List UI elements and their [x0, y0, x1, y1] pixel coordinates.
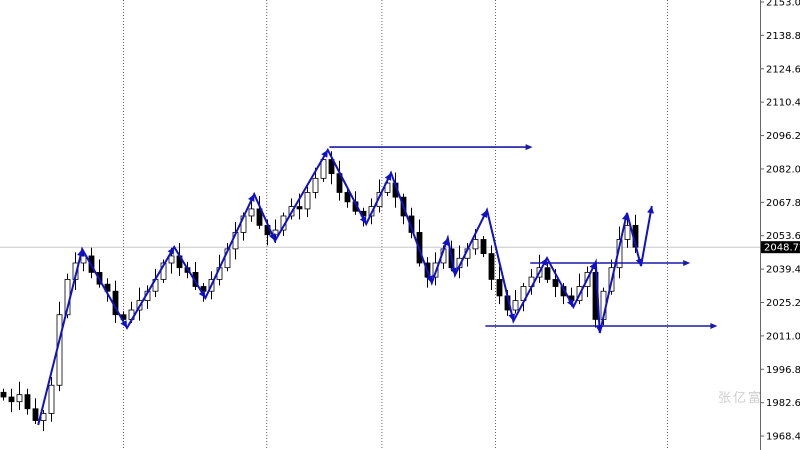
bear-candle	[496, 279, 503, 297]
y-tick-label: 2011.00	[766, 331, 800, 342]
bull-candle	[312, 177, 319, 193]
arrow-head-icon	[525, 144, 533, 151]
y-tick-label: 2039.40	[766, 265, 800, 276]
arrow-head-icon	[622, 212, 629, 221]
bull-candle	[384, 182, 391, 193]
current-price-badge	[761, 241, 800, 254]
arrow-head-icon	[442, 238, 449, 246]
arrow-head-icon	[595, 325, 603, 334]
bull-candle	[624, 224, 631, 240]
arrow-head-icon	[450, 267, 458, 275]
y-tick-label: 2138.80	[766, 31, 800, 42]
arrow-head-icon	[647, 206, 655, 214]
bull-candle	[272, 229, 279, 236]
y-tick-label: 2153.00	[766, 0, 800, 9]
level-lines	[329, 144, 718, 330]
arrow-head-icon	[120, 320, 127, 328]
bull-candle	[48, 384, 55, 414]
y-tick-label: 2110.40	[766, 98, 800, 109]
y-tick-label: 1982.60	[766, 398, 800, 409]
bull-candle	[80, 255, 87, 264]
arrow-head-icon	[77, 249, 84, 257]
arrow-head-icon	[167, 247, 175, 255]
y-tick-label: 2124.60	[766, 64, 800, 75]
zigzag	[37, 147, 655, 426]
y-tick-label: 1996.80	[766, 365, 800, 376]
y-tick-label: 2082.00	[766, 164, 800, 175]
price-axis: 2153.00 2138.80 2124.60 2110.40 2096.20 2082.…	[760, 0, 800, 443]
arrow-head-icon	[566, 299, 574, 307]
watermark: 张亿富	[718, 390, 763, 406]
arrow-head-icon	[480, 210, 488, 218]
arrow-head-icon	[540, 258, 547, 266]
arrow-head-icon	[268, 233, 276, 241]
candles	[0, 151, 639, 432]
bull-candle	[320, 159, 327, 179]
bear-candle	[488, 253, 495, 280]
bull-candle	[512, 300, 519, 311]
bear-candle	[24, 394, 31, 410]
arrow-head-icon	[426, 275, 433, 283]
y-tick-label: 2096.20	[766, 131, 800, 142]
bull-candle	[472, 239, 479, 250]
zigzag-line	[37, 147, 653, 426]
arrow-head-icon	[321, 149, 328, 158]
bear-candle	[544, 267, 551, 280]
y-tick-label: 1968.40	[766, 432, 800, 443]
arrow-head-icon	[198, 290, 206, 299]
arrow-head-icon	[635, 258, 643, 267]
bear-candle	[552, 279, 559, 287]
arrow-head-icon	[710, 323, 718, 330]
arrow-head-icon	[589, 262, 596, 270]
arrow-head-icon	[508, 313, 516, 322]
y-tick-label: 2067.80	[766, 198, 800, 209]
arrow-head-icon	[683, 259, 691, 266]
y-tick-label: 2025.20	[766, 298, 800, 309]
grid-lines	[123, 0, 668, 450]
bear-candle	[344, 192, 351, 203]
bear-candle	[328, 159, 335, 175]
arrow-head-icon	[359, 216, 367, 224]
bear-candle	[8, 396, 15, 403]
bear-candle	[256, 208, 263, 226]
y-tick-label: 2053.60	[766, 231, 800, 242]
bear-candle	[0, 391, 7, 398]
bull-candle	[248, 208, 255, 217]
bear-candle	[32, 408, 39, 421]
arrow-head-icon	[384, 172, 392, 181]
bear-candle	[480, 239, 487, 254]
arrow-head-icon	[248, 194, 255, 202]
bull-candle	[304, 192, 311, 210]
bear-candle	[296, 206, 303, 210]
bull-candle	[168, 255, 175, 264]
bull-candle	[16, 394, 23, 403]
current-price-label: 2048.72	[764, 243, 800, 254]
